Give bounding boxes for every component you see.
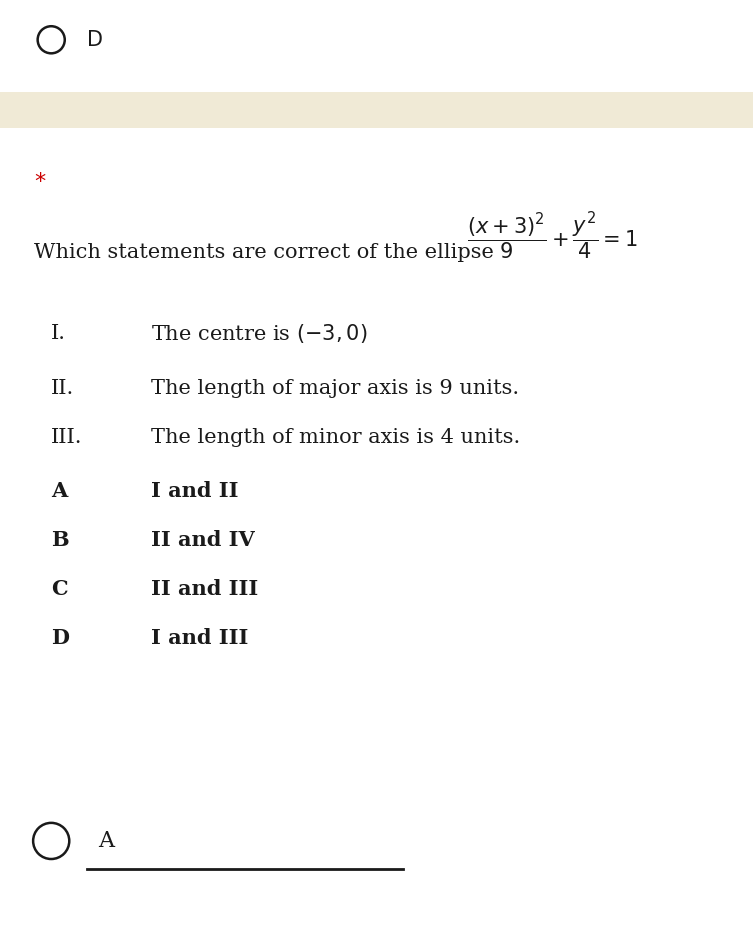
- Text: II and IV: II and IV: [151, 529, 255, 550]
- Text: II.: II.: [51, 379, 75, 398]
- Text: Which statements are correct of the ellipse: Which statements are correct of the elli…: [34, 242, 494, 261]
- Text: D: D: [51, 628, 69, 649]
- Text: III.: III.: [51, 428, 83, 447]
- Text: B: B: [51, 529, 69, 550]
- Bar: [0, 92, 753, 128]
- Text: I and II: I and II: [151, 480, 238, 501]
- Text: C: C: [51, 579, 68, 599]
- Text: The length of major axis is 9 units.: The length of major axis is 9 units.: [151, 379, 519, 398]
- Text: I and III: I and III: [151, 628, 248, 649]
- Text: $\dfrac{(x+3)^{2}}{9}+\dfrac{y^{2}}{4}=1$: $\dfrac{(x+3)^{2}}{9}+\dfrac{y^{2}}{4}=1…: [467, 210, 638, 262]
- Text: A: A: [51, 480, 68, 501]
- Text: The length of minor axis is 4 units.: The length of minor axis is 4 units.: [151, 428, 520, 447]
- Text: *: *: [34, 171, 45, 192]
- Text: II and III: II and III: [151, 579, 258, 599]
- Text: The centre is $(-3,0)$: The centre is $(-3,0)$: [151, 322, 367, 345]
- Text: D: D: [87, 29, 102, 50]
- Text: A: A: [98, 830, 114, 852]
- Text: I.: I.: [51, 324, 66, 343]
